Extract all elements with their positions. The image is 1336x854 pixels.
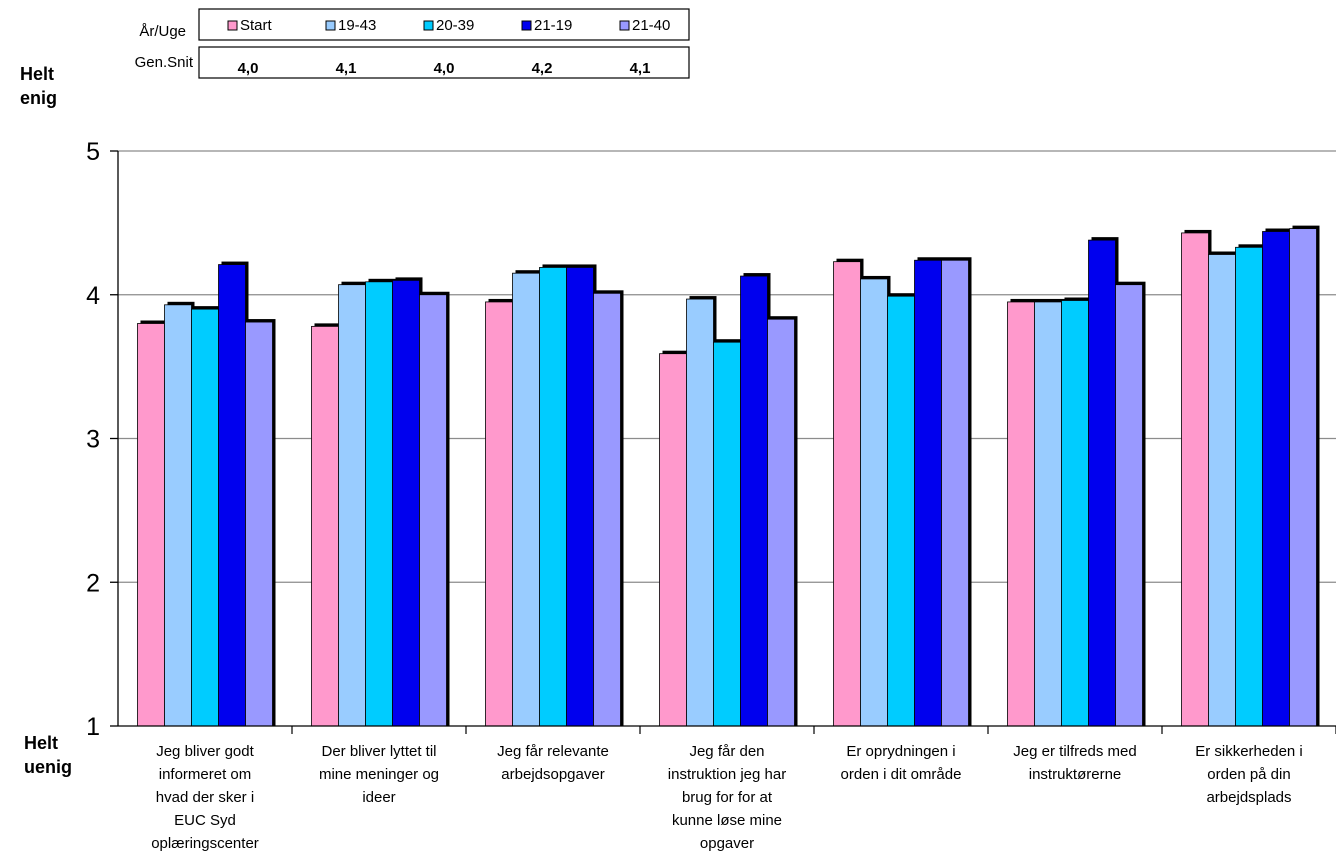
bar	[914, 259, 942, 727]
average-header: Gen.Snit	[135, 54, 194, 71]
bar	[686, 298, 714, 727]
category-label: Er sikkerheden i	[1195, 743, 1303, 760]
category-label: brug for for at	[682, 789, 773, 806]
legend-swatch	[325, 20, 336, 31]
category-label: Jeg bliver godt	[156, 743, 254, 760]
bar	[539, 267, 567, 727]
y-bottom-label: uenig	[24, 757, 72, 777]
bar	[941, 259, 969, 727]
legend-entry: 21-40	[632, 17, 670, 34]
legend-entry: Start	[240, 17, 273, 34]
y-tick-label: 1	[86, 713, 100, 741]
bar	[860, 278, 888, 727]
category-label: Er oprydningen i	[846, 743, 955, 760]
bar	[419, 294, 447, 727]
category-label: arbejdsplads	[1206, 789, 1291, 806]
category-label: opgaver	[700, 835, 754, 852]
average-value: 4,1	[336, 60, 357, 77]
average-value: 4,0	[434, 60, 455, 77]
bar	[137, 323, 165, 727]
legend: År/Uge Gen.Snit Start 4,0 19-43 4,1 20-39 4,0 21…	[135, 8, 690, 79]
legend-swatch	[521, 20, 532, 31]
average-value: 4,1	[630, 60, 651, 77]
category-label: Jeg får den	[689, 743, 764, 760]
bar	[191, 308, 219, 727]
bar	[485, 301, 513, 727]
category-label: orden på din	[1207, 766, 1290, 783]
average-value: 4,0	[238, 60, 259, 77]
category-label: instruktion jeg har	[668, 766, 786, 783]
category-label: orden i dit område	[841, 766, 962, 783]
y-top-label: enig	[20, 88, 57, 108]
bar	[1289, 228, 1317, 727]
bar	[1061, 300, 1089, 727]
bar	[833, 261, 861, 727]
category-label: informeret om	[159, 766, 252, 783]
y-tick-label: 4	[86, 282, 100, 310]
category-label: instruktørerne	[1029, 766, 1122, 783]
bar	[164, 304, 192, 727]
y-tick-label: 5	[86, 138, 100, 166]
category-label: mine meninger og	[319, 766, 439, 783]
bar	[1115, 284, 1143, 727]
y-tick-label: 2	[86, 569, 100, 597]
bar	[1088, 239, 1116, 727]
legend-row-box	[198, 8, 690, 41]
bar	[392, 279, 420, 727]
label-layer: 1 2 3 4 5 Helt enig Helt uenig Jeg bliver godt inf…	[20, 64, 1303, 852]
bar	[1262, 231, 1290, 727]
bar	[218, 264, 246, 727]
category-label: arbejdsopgaver	[501, 766, 604, 783]
bar	[1034, 301, 1062, 727]
bar	[740, 275, 768, 727]
bar	[1007, 301, 1035, 727]
bar	[566, 267, 594, 727]
bar	[713, 341, 741, 727]
bar	[245, 321, 273, 727]
average-value: 4,2	[532, 60, 553, 77]
category-label: Der bliver lyttet til	[321, 743, 436, 760]
legend-swatch	[619, 20, 630, 31]
bar	[767, 318, 795, 727]
legend-entry: 21-19	[534, 17, 572, 34]
bar	[1181, 232, 1209, 727]
y-top-label: Helt	[20, 64, 54, 84]
legend-header: År/Uge	[139, 23, 186, 40]
bar	[338, 284, 366, 727]
legend-entry: 19-43	[338, 17, 376, 34]
category-label: ideer	[362, 789, 395, 806]
average-row-box	[198, 46, 690, 79]
bar	[1208, 254, 1236, 727]
category-label: Jeg er tilfreds med	[1013, 743, 1136, 760]
category-label: EUC Syd	[174, 812, 236, 829]
legend-swatch	[423, 20, 434, 31]
axis-layer	[110, 150, 1336, 734]
y-bottom-label: Helt	[24, 733, 58, 753]
category-label: kunne løse mine	[672, 812, 782, 829]
bar	[659, 353, 687, 727]
category-label: Jeg får relevante	[497, 743, 609, 760]
bar	[311, 325, 339, 727]
category-label: oplæringscenter	[151, 835, 259, 852]
bar	[512, 272, 540, 727]
bar	[365, 281, 393, 727]
category-label: hvad der sker i	[156, 789, 254, 806]
bar-layer	[137, 225, 1320, 727]
bar	[593, 292, 621, 727]
legend-entry: 20-39	[436, 17, 474, 34]
bar	[887, 295, 915, 727]
y-tick-label: 3	[86, 426, 100, 454]
legend-swatch	[227, 20, 238, 31]
bar	[1235, 246, 1263, 727]
